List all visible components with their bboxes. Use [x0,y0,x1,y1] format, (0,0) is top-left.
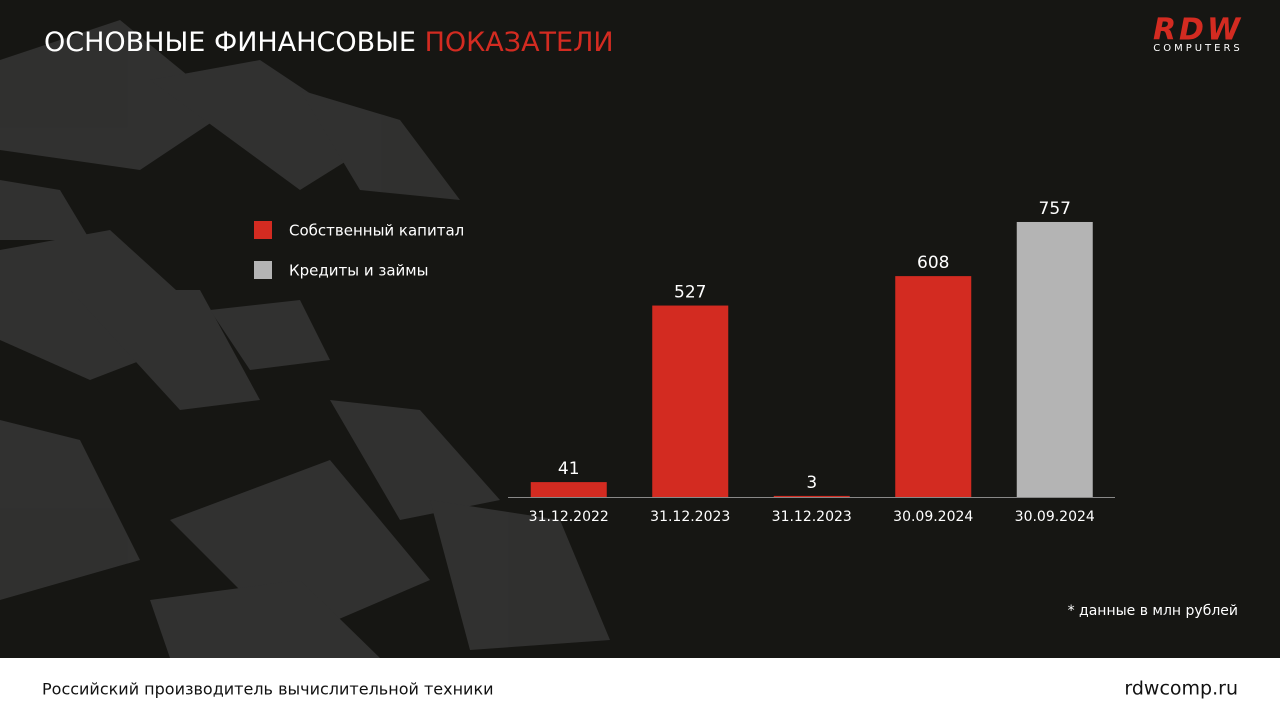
legend-swatch [254,221,272,239]
bar [773,495,850,497]
x-tick-label: 31.12.2022 [529,509,609,525]
title-main: ОСНОВНЫЕ ФИНАНСОВЫЕ [44,27,416,58]
note: * данные в млн рублей [1068,603,1238,619]
title-highlight: ПОКАЗАТЕЛИ [425,27,614,58]
x-tick-label: 31.12.2023 [772,509,852,525]
title: ОСНОВНЫЕ ФИНАНСОВЫЕ ПОКАЗАТЕЛИ [44,27,614,58]
legend-label: Собственный капитал [289,222,464,240]
value-label: 527 [674,283,706,303]
x-tick-label: 31.12.2023 [650,509,730,525]
value-label: 41 [558,459,580,479]
tagline: Российский производитель вычислительной … [42,680,494,699]
value-label: 3 [806,473,817,493]
bar [1016,221,1093,497]
value-label: 757 [1039,199,1071,219]
logo: RDW [1153,13,1243,48]
bar [895,276,972,497]
bar [652,305,729,497]
logo-sub: COMPUTERS [1153,43,1243,54]
decor [0,20,610,658]
footer-band [0,658,1280,712]
x-tick-label: 30.09.2024 [893,509,973,525]
x-tick-label: 30.09.2024 [1015,509,1095,525]
legend-swatch [254,261,272,279]
value-label: 608 [917,253,949,273]
legend-label: Кредиты и займы [289,262,428,280]
bar [530,482,607,497]
site: rdwcomp.ru [1124,678,1238,700]
